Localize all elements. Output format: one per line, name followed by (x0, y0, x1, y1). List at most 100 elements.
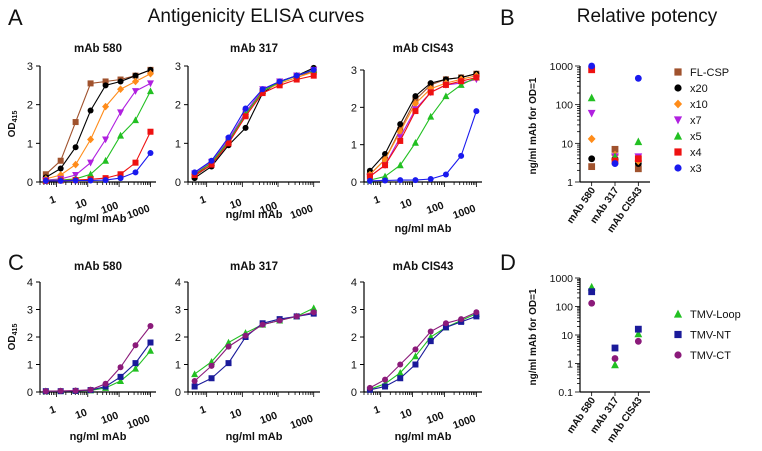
data-point (276, 78, 283, 85)
x-tick-label: 10 (74, 196, 89, 211)
legend-label: x10 (690, 99, 708, 111)
data-point (427, 80, 434, 87)
data-point (117, 78, 124, 85)
data-point (146, 87, 154, 95)
y-tick-label: 1 (175, 138, 181, 150)
data-point-fl-csp (634, 165, 642, 173)
data-point (412, 346, 419, 353)
x-tick-label: 1000 (289, 202, 315, 221)
data-point (427, 176, 434, 183)
chart-a2: 0 1 2 3 1 10 100 1000 mAb 317 ng/ml mAb (175, 43, 320, 222)
y-tick-label: 1000 (550, 61, 574, 73)
y-tick-label: 10 (561, 330, 573, 342)
data-point (397, 121, 404, 128)
x-axis-label: ng/ml mAb (226, 431, 283, 443)
series-line-x10 (45, 73, 151, 180)
data-point (259, 321, 266, 328)
y-tick-label: 2 (351, 102, 357, 114)
y-tick-label: 1 (175, 360, 181, 372)
x-tick-label: 1 (48, 193, 58, 206)
data-point (442, 324, 449, 331)
data-point (396, 161, 404, 169)
data-point (87, 80, 94, 87)
data-point (132, 72, 139, 79)
data-point (225, 140, 232, 147)
data-point (276, 82, 283, 89)
data-point (147, 150, 154, 156)
legend-marker-tmv-nt (674, 330, 682, 339)
data-point (442, 92, 450, 100)
data-point (442, 320, 449, 327)
x-tick-label: 1000 (125, 202, 151, 221)
data-point (412, 177, 419, 184)
data-point (396, 134, 404, 141)
data-point (457, 81, 465, 88)
y-tick-label: 1 (567, 177, 573, 189)
y-tick-label: 10 (561, 138, 573, 150)
x-tick-label: 10 (228, 196, 243, 211)
panel-letter-b: B (500, 5, 515, 30)
data-point-x3 (611, 160, 619, 167)
y-axis-label: OD415 (7, 324, 19, 351)
chart-title: mAb 580 (74, 261, 122, 273)
data-point-tmv-ct (634, 337, 642, 345)
data-point (242, 113, 249, 120)
legend-label: TMV-NT (690, 330, 731, 342)
y-tick-label: 3 (27, 305, 33, 317)
data-point (87, 107, 94, 114)
data-point (458, 152, 465, 159)
x-tick-label: 100 (100, 199, 121, 216)
legend-marker-x7 (673, 116, 683, 125)
data-point (225, 343, 232, 350)
data-point (72, 160, 80, 169)
x-tick-label: 100 (100, 409, 121, 426)
data-point (427, 89, 434, 96)
series-line-x3 (369, 110, 477, 182)
data-point (412, 93, 419, 100)
legend-label: TMV-Loop (690, 309, 741, 321)
data-point (87, 159, 95, 167)
x-tick-label: 100 (425, 199, 446, 216)
legend-label: x7 (690, 115, 702, 127)
data-point (366, 177, 373, 184)
data-point (397, 361, 404, 368)
y-tick-label: 3 (175, 61, 181, 73)
panel-letter-a: A (8, 5, 23, 30)
data-point (57, 171, 65, 179)
data-point (310, 72, 317, 79)
y-tick-label: 4 (351, 277, 357, 289)
legend-marker-x20 (674, 84, 682, 92)
y-tick-label: 100 (555, 302, 573, 314)
chart-c3: 0 1 2 3 4 1 10 100 1000 mAb CIS43 ng/ml mAb (351, 261, 482, 443)
data-point (411, 139, 419, 146)
data-point (458, 316, 465, 323)
y-tick-label: 100 (555, 100, 573, 112)
data-point (117, 175, 124, 182)
data-point (102, 136, 110, 144)
x-tick-label: 100 (258, 199, 279, 216)
x-axis-label: ng/ml mAb (226, 209, 283, 221)
data-point (276, 317, 283, 324)
legend-marker-fl-csp (674, 68, 682, 76)
y-axis-label: ng/ml mAb for OD=1 (528, 288, 539, 385)
data-point (208, 161, 215, 168)
data-point (42, 171, 49, 178)
data-point (208, 375, 215, 382)
data-point-x4 (634, 155, 642, 163)
data-point (208, 362, 215, 369)
data-point (147, 66, 154, 73)
data-point (102, 177, 109, 184)
data-point (117, 377, 125, 384)
data-point (473, 74, 480, 81)
data-point (473, 313, 480, 320)
data-point (366, 173, 373, 180)
data-point (102, 82, 109, 89)
title-a: Antigenicity ELISA curves (148, 6, 365, 27)
data-point-x20 (588, 155, 596, 163)
data-point (72, 177, 79, 184)
data-point (87, 135, 95, 144)
data-point (411, 99, 419, 108)
data-point (242, 332, 249, 339)
data-point (147, 128, 154, 135)
data-point-fl-csp (611, 145, 619, 153)
